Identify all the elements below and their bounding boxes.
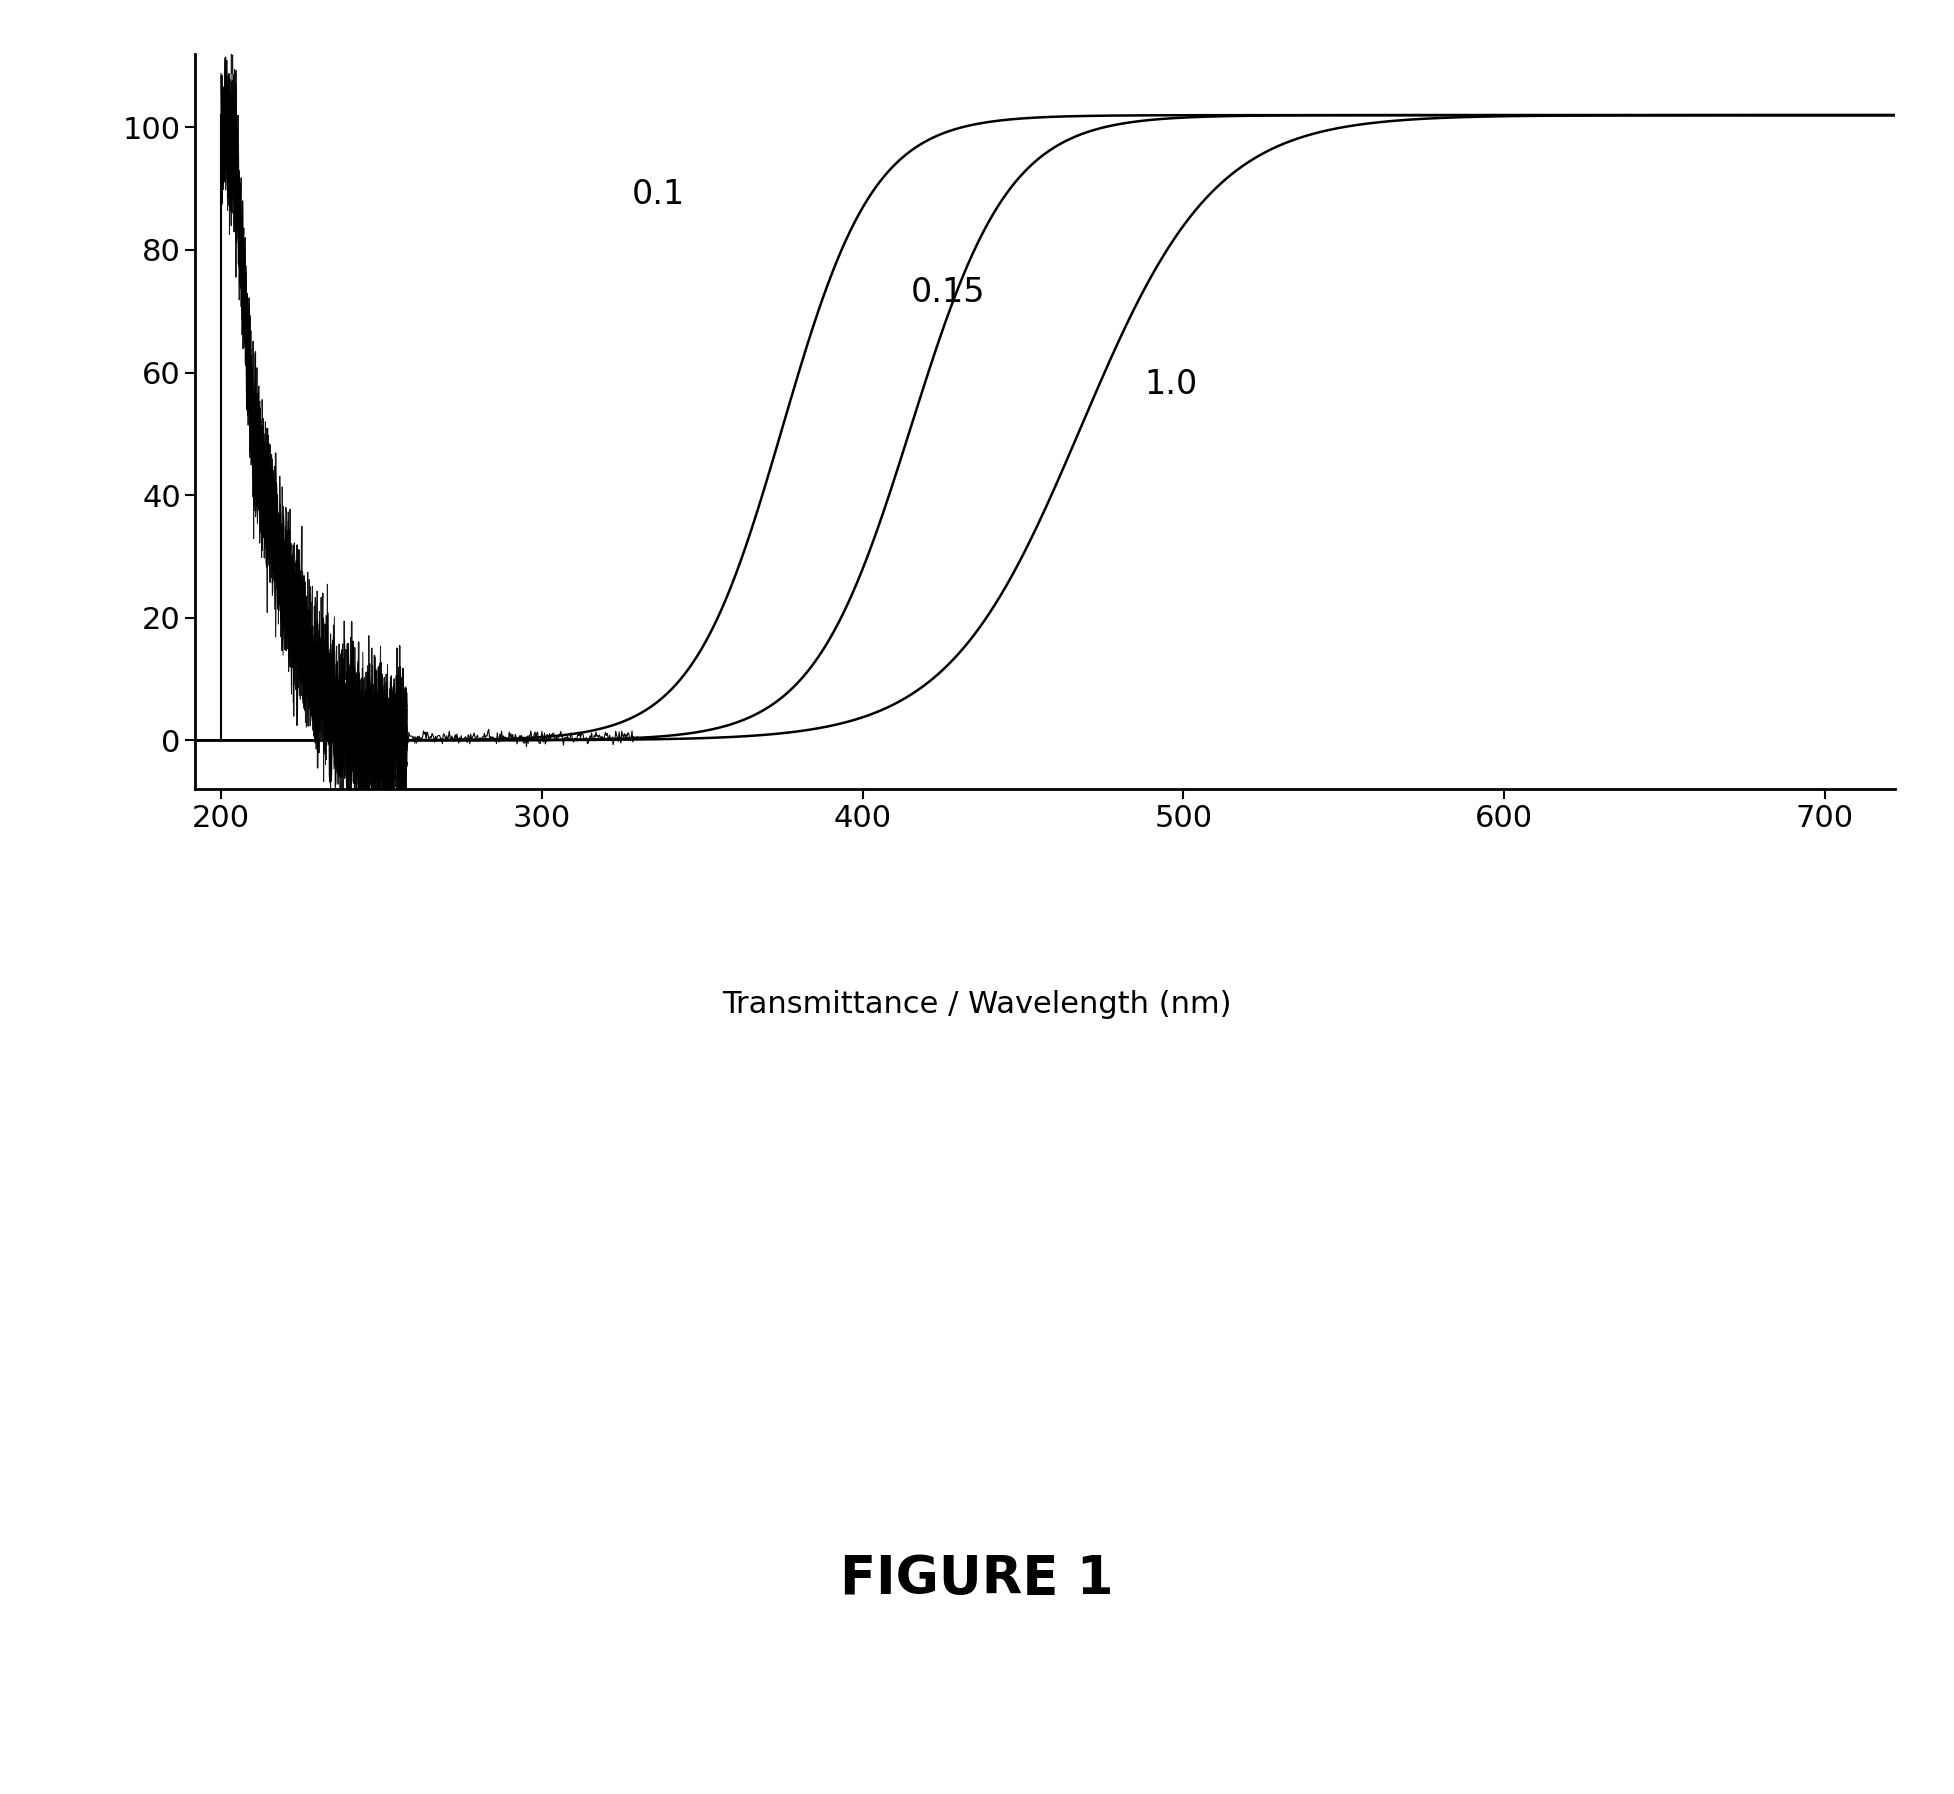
Text: FIGURE 1: FIGURE 1 — [840, 1554, 1114, 1604]
Text: Transmittance / Wavelength (nm): Transmittance / Wavelength (nm) — [723, 990, 1231, 1019]
Text: 0.15: 0.15 — [911, 276, 985, 309]
Text: 1.0: 1.0 — [1145, 368, 1198, 402]
Text: 0.1: 0.1 — [631, 178, 684, 212]
